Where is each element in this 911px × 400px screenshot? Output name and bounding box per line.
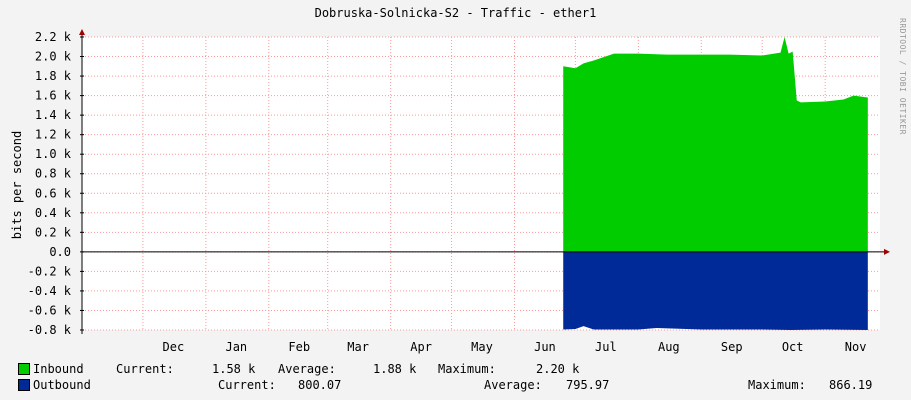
outbound-swatch <box>18 379 30 391</box>
outbound-average-value: 795.97 <box>566 378 610 392</box>
outbound-current-label: Current: <box>218 378 276 392</box>
y-tick-label: 1.0 k <box>35 147 72 161</box>
x-tick-label: Aug <box>658 340 680 354</box>
y-tick-label: -0.4 k <box>28 284 72 298</box>
x-tick-label: Oct <box>782 340 804 354</box>
x-tick-label: May <box>471 340 493 354</box>
inbound-current-label: Current: <box>116 362 174 376</box>
outbound-area <box>563 251 868 330</box>
inbound-average-value: 1.88 k <box>373 362 417 376</box>
y-tick-label: 1.2 k <box>35 128 72 142</box>
outbound-name: Outbound <box>33 378 91 392</box>
x-tick-label: Mar <box>347 340 369 354</box>
inbound-area <box>563 37 868 252</box>
y-tick-label: 0.8 k <box>35 167 72 181</box>
inbound-maximum-label: Maximum: <box>438 362 496 376</box>
y-tick-label: 0.4 k <box>35 206 72 220</box>
y-tick-label: -0.6 k <box>28 303 72 317</box>
x-axis-arrow <box>884 248 890 255</box>
outbound-maximum-label: Maximum: <box>748 378 806 392</box>
y-tick-label: -0.2 k <box>28 264 72 278</box>
x-tick-label: Jan <box>225 340 247 354</box>
outbound-maximum-value: 866.19 <box>829 378 873 392</box>
y-tick-label: 0.2 k <box>35 225 72 239</box>
x-tick-label: Dec <box>163 340 185 354</box>
y-tick-label: 1.4 k <box>35 108 72 122</box>
outbound-average-label: Average: <box>484 378 542 392</box>
y-tick-label: 2.2 k <box>35 30 72 44</box>
x-tick-label: Jun <box>534 340 556 354</box>
x-tick-label: Sep <box>721 340 743 354</box>
y-tick-label: 2.0 k <box>35 50 72 64</box>
inbound-name: Inbound <box>33 362 84 376</box>
inbound-average-label: Average: <box>278 362 336 376</box>
x-tick-label: Apr <box>410 340 432 354</box>
y-tick-label: 0.0 <box>49 245 71 259</box>
y-tick-label: 1.6 k <box>35 89 72 103</box>
y-axis-arrow <box>79 29 85 35</box>
y-tick-label: 1.8 k <box>35 69 72 83</box>
y-tick-label: 0.6 k <box>35 186 72 200</box>
watermark: RRDTOOL / TOBI OETIKER <box>898 18 907 135</box>
outbound-current-value: 800.07 <box>298 378 342 392</box>
x-tick-label: Nov <box>845 340 867 354</box>
chart-title: Dobruska-Solnicka-S2 - Traffic - ether1 <box>314 6 597 20</box>
y-tick-label: -0.8 k <box>28 323 72 337</box>
inbound-swatch <box>18 363 30 375</box>
inbound-maximum-value: 2.20 k <box>536 362 580 376</box>
x-tick-label: Feb <box>288 340 310 354</box>
inbound-current-value: 1.58 k <box>212 362 256 376</box>
x-tick-label: Jul <box>595 340 617 354</box>
